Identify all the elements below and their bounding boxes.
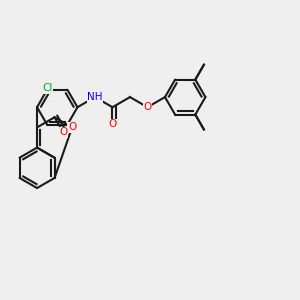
Text: O: O bbox=[108, 119, 117, 129]
Text: O: O bbox=[59, 127, 67, 137]
Text: Cl: Cl bbox=[42, 83, 52, 93]
Text: O: O bbox=[143, 102, 152, 112]
Text: O: O bbox=[68, 122, 76, 132]
Text: NH: NH bbox=[87, 92, 103, 102]
